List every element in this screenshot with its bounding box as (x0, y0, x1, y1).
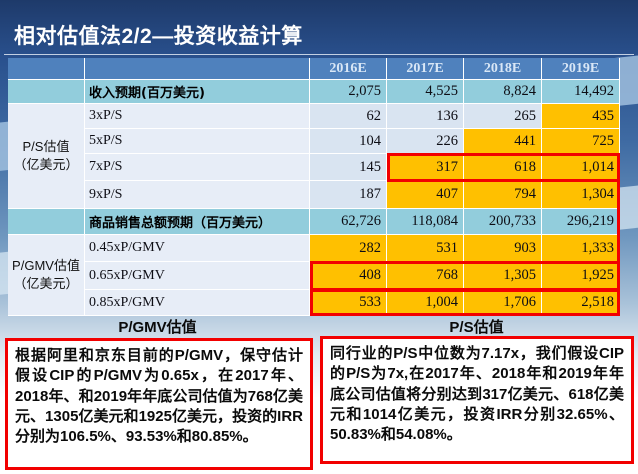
pgmv065-value-2018e: 1,305 (464, 262, 542, 290)
ps9-row-label: 9xP/S (85, 181, 310, 209)
ps-valuation-group-label: P/S估值 （亿美元） (8, 104, 85, 209)
pgmv045-value-2017e: 531 (387, 235, 464, 262)
table-corner-cell (85, 58, 310, 80)
ps9-value-2016e: 187 (310, 181, 387, 209)
pgmv065-value-2017e: 768 (387, 262, 464, 290)
table-corner-cell (8, 58, 85, 80)
pgmv045-value-2019e: 1,333 (542, 235, 620, 262)
pgmv085-value-2018e: 1,706 (464, 290, 542, 316)
column-header-2016e: 2016E (310, 58, 387, 80)
ps5-value-2016e: 104 (310, 129, 387, 154)
ps5-row-label: 5xP/S (85, 129, 310, 154)
ps3-row-label: 3xP/S (85, 104, 310, 129)
pgmv085-row-label: 0.85xP/GMV (85, 290, 310, 316)
gmv-value-2017e: 118,084 (387, 209, 464, 235)
ps-section-heading: P/S估值 (449, 319, 504, 336)
pgmv045-value-2018e: 903 (464, 235, 542, 262)
revenue-row-group-cell (8, 80, 85, 104)
ps3-value-2016e: 62 (310, 104, 387, 129)
pgmv045-value-2016e: 282 (310, 235, 387, 262)
ps7-value-2018e: 618 (464, 154, 542, 181)
revenue-value-2019e: 14,492 (542, 80, 620, 104)
ps7-row-label: 7xP/S (85, 154, 310, 181)
ps7-value-2017e: 317 (387, 154, 464, 181)
pgmv-note-box: 根据阿里和京东目前的P/GMV，保守估计假设CIP的P/GMV为0.65x，在2… (5, 338, 313, 470)
pgmv085-value-2017e: 1,004 (387, 290, 464, 316)
gmv-value-2016e: 62,726 (310, 209, 387, 235)
ps7-value-2019e: 1,014 (542, 154, 620, 181)
pgmv065-row-label: 0.65xP/GMV (85, 262, 310, 290)
ps3-value-2019e: 435 (542, 104, 620, 129)
ps-note-box: 同行业的P/S中位数为7.17x，我们假设CIP的P/S为7x,在2017年、2… (320, 336, 634, 464)
revenue-value-2016e: 2,075 (310, 80, 387, 104)
revenue-row-label: 收入预期(百万美元) (85, 80, 310, 104)
ps9-value-2018e: 794 (464, 181, 542, 209)
slide-title: 相对估值法2/2—投资收益计算 (14, 25, 303, 48)
title-divider (4, 54, 634, 55)
pgmv085-value-2016e: 533 (310, 290, 387, 316)
ps3-value-2017e: 136 (387, 104, 464, 129)
gmv-value-2019e: 296,219 (542, 209, 620, 235)
pgmv065-value-2016e: 408 (310, 262, 387, 290)
valuation-table: 2016E 2017E 2018E 2019E 收入预期(百万美元) 2,075… (8, 58, 620, 316)
revenue-value-2017e: 4,525 (387, 80, 464, 104)
pgmv-valuation-group-label: P/GMV估值 （亿美元） (8, 235, 85, 316)
column-header-2017e: 2017E (387, 58, 464, 80)
ps3-value-2018e: 265 (464, 104, 542, 129)
pgmv045-row-label: 0.45xP/GMV (85, 235, 310, 262)
gmv-value-2018e: 200,733 (464, 209, 542, 235)
gmv-row-group-cell (8, 209, 85, 235)
ps5-value-2018e: 441 (464, 129, 542, 154)
ps7-value-2016e: 145 (310, 154, 387, 181)
ps5-value-2019e: 725 (542, 129, 620, 154)
ps5-value-2017e: 226 (387, 129, 464, 154)
column-header-2019e: 2019E (542, 58, 620, 80)
ps9-value-2017e: 407 (387, 181, 464, 209)
revenue-value-2018e: 8,824 (464, 80, 542, 104)
pgmv-section-heading: P/GMV估值 (118, 319, 197, 336)
pgmv085-value-2019e: 2,518 (542, 290, 620, 316)
gmv-row-label: 商品销售总额预期（百万美元） (85, 209, 310, 235)
ps9-value-2019e: 1,304 (542, 181, 620, 209)
pgmv065-value-2019e: 1,925 (542, 262, 620, 290)
column-header-2018e: 2018E (464, 58, 542, 80)
